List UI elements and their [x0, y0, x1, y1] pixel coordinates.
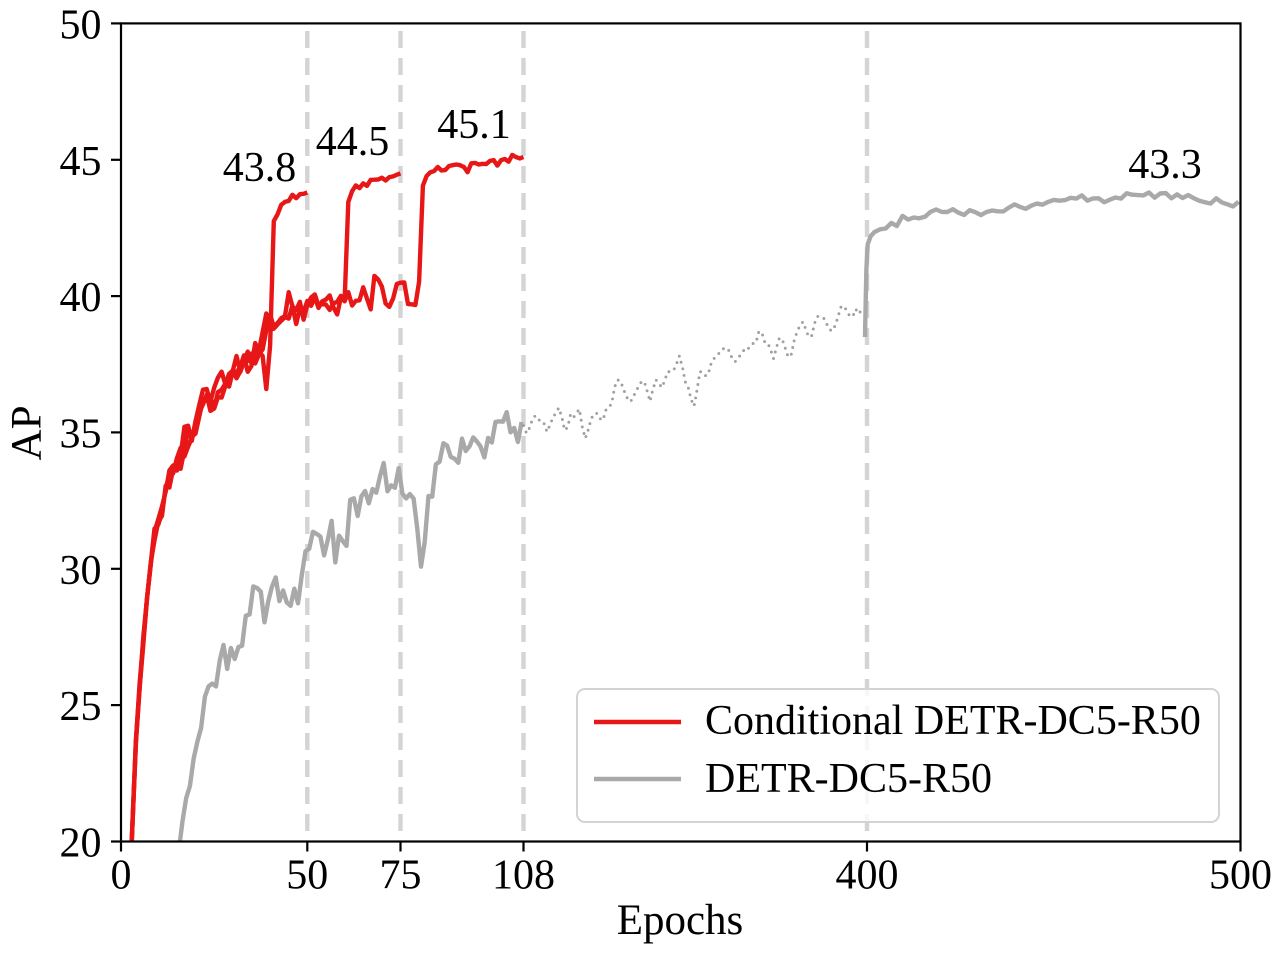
svg-text:45: 45 — [60, 139, 102, 185]
svg-text:50: 50 — [60, 2, 102, 48]
svg-text:50: 50 — [286, 853, 328, 899]
svg-text:Epochs: Epochs — [617, 897, 744, 944]
svg-text:75: 75 — [380, 853, 422, 899]
svg-text:Conditional DETR-DC5-R50: Conditional DETR-DC5-R50 — [705, 698, 1201, 744]
svg-text:44.5: 44.5 — [316, 119, 390, 165]
svg-text:43.8: 43.8 — [223, 145, 297, 191]
svg-text:45.1: 45.1 — [437, 102, 511, 148]
svg-text:35: 35 — [60, 411, 102, 457]
svg-text:AP: AP — [4, 406, 51, 461]
svg-text:25: 25 — [60, 684, 102, 730]
svg-text:108: 108 — [492, 853, 555, 899]
svg-text:0: 0 — [111, 853, 132, 899]
svg-text:43.3: 43.3 — [1128, 142, 1202, 188]
svg-text:40: 40 — [60, 275, 102, 321]
svg-text:400: 400 — [836, 853, 899, 899]
svg-text:30: 30 — [60, 548, 102, 594]
svg-text:20: 20 — [60, 821, 102, 867]
svg-text:500: 500 — [1209, 853, 1272, 899]
svg-text:DETR-DC5-R50: DETR-DC5-R50 — [705, 756, 992, 802]
